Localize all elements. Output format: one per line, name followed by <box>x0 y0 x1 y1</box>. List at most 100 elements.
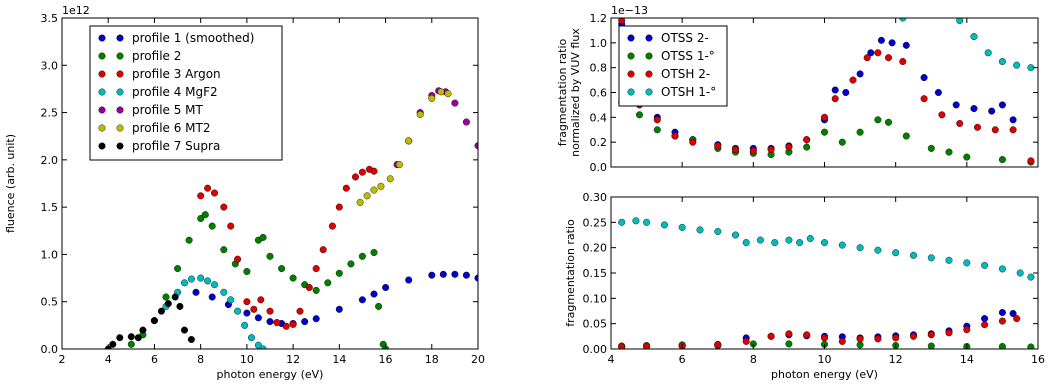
data-point <box>998 58 1006 66</box>
y-offset-text: 1e−13 <box>611 4 648 17</box>
legend-marker <box>627 34 635 42</box>
data-point <box>892 249 900 257</box>
data-point <box>714 142 722 150</box>
legend-marker <box>645 34 653 42</box>
y-axis-label: fragmentation ratio <box>564 219 577 327</box>
data-point <box>671 132 679 140</box>
data-point <box>885 118 893 126</box>
plot-area <box>618 217 1035 349</box>
data-point <box>220 203 228 211</box>
data-point <box>247 334 255 342</box>
data-point <box>462 118 470 126</box>
y-tick-label: 0.4 <box>590 111 608 124</box>
data-point <box>335 305 343 313</box>
data-point <box>963 326 971 334</box>
data-point <box>970 33 978 41</box>
legend-label: profile 7 Supra <box>132 139 220 153</box>
data-point <box>981 321 989 329</box>
data-point <box>370 167 378 175</box>
x-tick-label: 10 <box>818 353 832 366</box>
data-point <box>899 18 907 22</box>
data-point <box>204 277 212 285</box>
data-point <box>643 218 651 226</box>
data-point <box>856 335 864 343</box>
data-point <box>174 265 182 273</box>
x-axis-label: photon energy (eV) <box>217 368 324 381</box>
legend-label: OTSH 1-° <box>661 85 716 99</box>
data-point <box>910 251 918 259</box>
data-point <box>187 275 195 283</box>
data-point <box>742 337 750 345</box>
data-point <box>785 143 793 151</box>
legend-marker <box>116 70 124 78</box>
data-point <box>370 248 378 256</box>
x-tick-label: 12 <box>286 353 300 366</box>
legend-marker <box>627 52 635 60</box>
data-point <box>767 332 775 340</box>
y-tick-label: 1.5 <box>41 201 59 214</box>
data-point <box>227 296 235 304</box>
legend-label: profile 5 MT <box>132 103 204 117</box>
data-point <box>474 274 478 282</box>
data-point <box>767 146 775 154</box>
data-point <box>335 203 343 211</box>
data-point <box>162 293 170 301</box>
data-point <box>927 331 935 339</box>
data-point <box>395 161 403 169</box>
data-point <box>934 88 942 96</box>
data-point <box>643 343 651 349</box>
y-tick-label: 0.0 <box>590 161 608 174</box>
legend-marker <box>116 124 124 132</box>
data-point <box>347 260 355 268</box>
data-point <box>127 333 135 341</box>
data-point <box>785 236 793 244</box>
data-point <box>164 300 172 308</box>
data-point <box>981 315 989 323</box>
data-point <box>963 153 971 161</box>
data-point <box>945 256 953 264</box>
legend-marker <box>645 70 653 78</box>
data-point <box>1009 126 1017 134</box>
legend-marker <box>116 142 124 150</box>
x-tick-label: 12 <box>889 353 903 366</box>
data-point <box>180 326 188 334</box>
data-point <box>352 173 360 181</box>
series-left-5 <box>356 88 452 206</box>
data-point <box>842 88 850 96</box>
y-axis-label: fluence (arb. unit) <box>4 134 17 233</box>
y-tick-label: 0.30 <box>583 191 608 204</box>
series-right-bottom-3 <box>618 217 1035 281</box>
data-point <box>998 101 1006 109</box>
data-point <box>227 222 235 230</box>
data-point <box>771 239 779 247</box>
data-point <box>998 317 1006 325</box>
data-point <box>888 39 896 47</box>
data-point <box>474 142 478 150</box>
legend-label: profile 2 <box>132 49 181 63</box>
data-point <box>1016 269 1024 277</box>
data-point <box>250 305 258 313</box>
data-point <box>696 226 704 234</box>
data-point <box>220 246 228 254</box>
data-point <box>952 101 960 109</box>
data-point <box>877 36 885 44</box>
data-point <box>920 95 928 103</box>
data-point <box>742 239 750 247</box>
data-point <box>749 147 757 155</box>
data-point <box>405 137 413 145</box>
y-tick-label: 0.05 <box>583 318 608 331</box>
series-left-1 <box>127 211 390 349</box>
data-point <box>998 309 1006 317</box>
legend-label: profile 3 Argon <box>132 67 221 81</box>
x-tick-label: 18 <box>425 353 439 366</box>
legend-label: OTSS 1-° <box>661 49 715 63</box>
legend: OTSS 2- OTSS 1-° OTSH 2- OTSH 1-° <box>618 25 728 107</box>
series-right-bottom-0 <box>618 309 1017 349</box>
data-point <box>254 314 262 322</box>
data-point <box>756 236 764 244</box>
legend-marker <box>116 88 124 96</box>
y-tick-label: 0.25 <box>583 216 608 229</box>
data-point <box>176 302 184 310</box>
data-point <box>370 186 378 194</box>
y-tick-label: 0.6 <box>590 87 608 100</box>
